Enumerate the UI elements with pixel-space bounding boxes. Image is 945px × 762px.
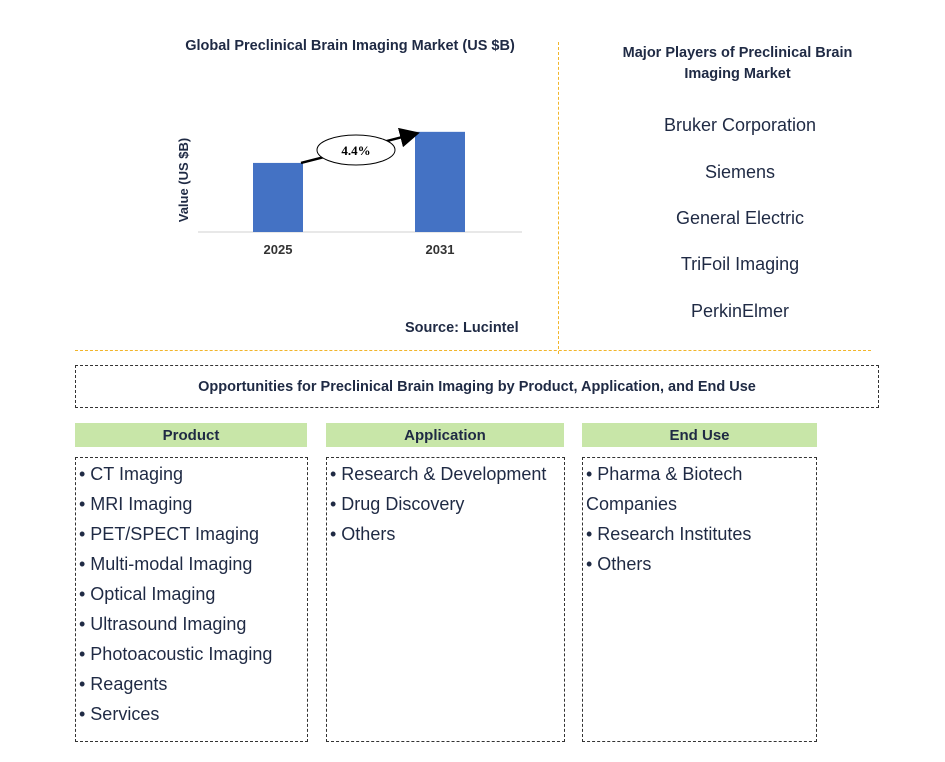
player-item: Siemens [704, 162, 776, 182]
chart-title: Global Preclinical Brain Imaging Market … [185, 38, 515, 54]
application-header: Application [326, 423, 564, 447]
list-item: • Multi-modal Imaging [79, 554, 253, 574]
source-note: Source: Lucintel [405, 320, 519, 336]
application-list: • Research & Development • Drug Discover… [326, 457, 565, 742]
x-tick-label: 2031 [426, 242, 455, 257]
cagr-label: 4.4% [341, 143, 370, 158]
cagr-bubble [316, 134, 396, 166]
player-item: TriFoil Imaging [680, 254, 800, 274]
vertical-divider [558, 42, 559, 354]
list-item: • Reagents [79, 674, 168, 694]
list-item: • Research & Development [330, 464, 547, 484]
list-item: • Ultrasound Imaging [79, 614, 247, 634]
opportunities-title: Opportunities for Preclinical Brain Imag… [75, 365, 879, 408]
player-item: PerkinElmer [690, 301, 790, 321]
end-use-list: • Pharma & Biotech Companies • Research … [582, 457, 817, 742]
player-item: Bruker Corporation [663, 115, 817, 135]
list-item: • Pharma & Biotech Companies [586, 464, 743, 514]
list-item: • CT Imaging [79, 464, 184, 484]
list-item: • Others [586, 554, 652, 574]
list-item: • Research Institutes [586, 524, 752, 544]
list-item: • Drug Discovery [330, 494, 465, 514]
players-title: Major Players of Preclinical Brain Imagi… [622, 45, 853, 82]
x-tick-label: 2025 [264, 242, 293, 257]
list-item: • MRI Imaging [79, 494, 193, 514]
list-item: • Others [330, 524, 396, 544]
player-item: General Electric [675, 208, 805, 228]
end-use-header: End Use [582, 423, 817, 447]
product-list: • CT Imaging • MRI Imaging • PET/SPECT I… [75, 457, 308, 742]
bar-2031 [415, 131, 465, 232]
y-axis-label: Value (US $B) [176, 138, 191, 223]
list-item: • PET/SPECT Imaging [79, 524, 260, 544]
list-item: • Services [79, 704, 160, 724]
list-item: • Photoacoustic Imaging [79, 644, 273, 664]
product-header: Product [75, 423, 307, 447]
bar-2025 [253, 162, 303, 232]
list-item: • Optical Imaging [79, 584, 216, 604]
bar-chart: Value (US $B) 4.4% 2025 2031 [176, 127, 522, 257]
horizontal-divider [75, 350, 871, 351]
